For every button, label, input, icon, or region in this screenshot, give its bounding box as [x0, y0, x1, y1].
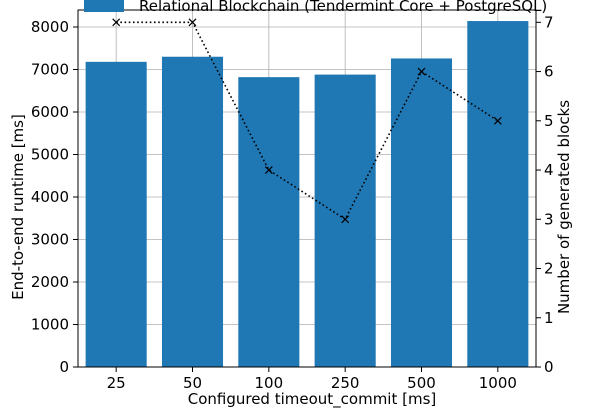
y-tick-label: 5000 — [31, 146, 69, 164]
x-axis-ticks: 25 50 100 250 500 1000 — [107, 367, 517, 392]
y-tick-label: 4000 — [31, 188, 69, 206]
y-tick-label: 1000 — [31, 316, 69, 334]
y-axis-title: End-to-end runtime [ms] — [9, 114, 27, 300]
y2-tick-label: 4 — [544, 161, 554, 179]
y-axis-ticks: 0 1000 2000 3000 4000 5000 6000 7000 8000 — [31, 18, 78, 376]
y2-tick-label: 6 — [544, 63, 554, 81]
y2-axis-title: Number of generated blocks — [555, 100, 573, 314]
line-point-marker — [188, 18, 197, 27]
legend-swatch — [84, 0, 124, 12]
y-tick-label: 7000 — [31, 61, 69, 79]
blocks-line — [116, 21, 499, 221]
x-tick-label: 1000 — [479, 374, 517, 392]
x-axis-title: Configured timeout_commit [ms] — [188, 390, 437, 409]
y2-axis-ticks: 0 1 2 3 4 5 6 7 — [536, 13, 554, 376]
y2-tick-label: 2 — [544, 260, 554, 278]
x-tick-label: 250 — [331, 374, 360, 392]
legend-label: Relational Blockchain (Tendermint Core +… — [139, 0, 547, 15]
y2-tick-label: 0 — [544, 358, 554, 376]
bar — [467, 21, 529, 368]
line-point-marker — [112, 18, 121, 27]
y2-tick-label: 7 — [544, 13, 554, 31]
bar — [238, 77, 300, 368]
y2-tick-label: 1 — [544, 309, 554, 327]
line-series — [112, 18, 502, 224]
plot-border — [77, 9, 537, 368]
line-point-marker — [264, 166, 273, 174]
legend: Relational Blockchain (Tendermint Core +… — [84, 0, 547, 15]
line-point-marker — [493, 116, 502, 125]
plot-frame — [77, 9, 537, 368]
y-tick-label: 2000 — [31, 273, 69, 291]
y-tick-label: 8000 — [31, 18, 69, 36]
y-tick-label: 6000 — [31, 103, 69, 121]
y-tick-label: 3000 — [31, 231, 69, 249]
bar — [390, 58, 453, 367]
bar — [85, 61, 147, 367]
x-tick-label: 50 — [183, 374, 202, 392]
line-point-marker — [341, 215, 350, 224]
y-tick-label: 0 — [59, 358, 69, 376]
line-point-marker — [417, 67, 426, 76]
y2-tick-label: 3 — [544, 210, 554, 228]
bar — [314, 74, 376, 367]
x-tick-label: 500 — [407, 374, 436, 392]
y2-tick-label: 5 — [544, 112, 554, 130]
x-tick-label: 100 — [255, 374, 284, 392]
bar-series — [85, 21, 529, 368]
x-tick-label: 25 — [107, 374, 126, 392]
bar — [161, 56, 224, 367]
